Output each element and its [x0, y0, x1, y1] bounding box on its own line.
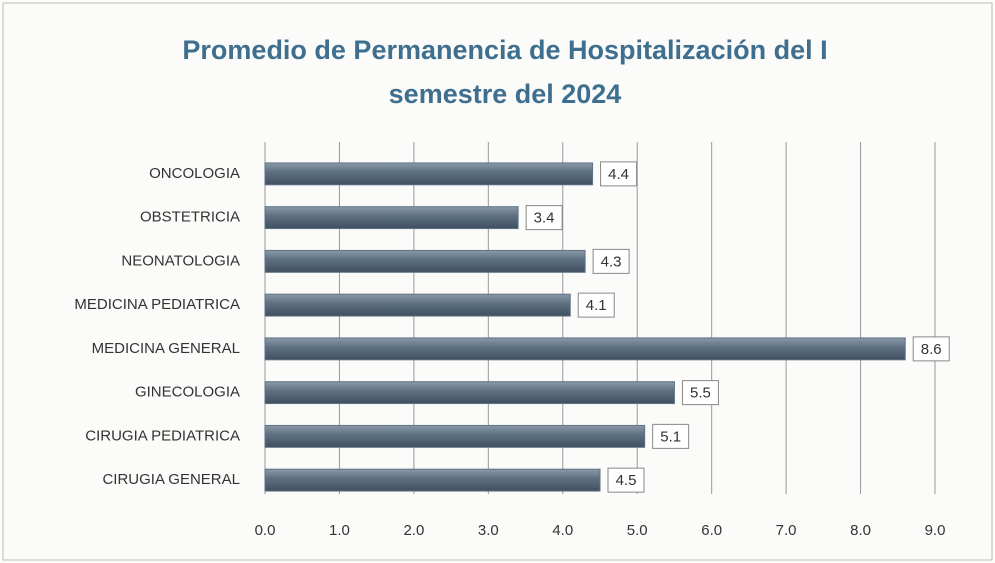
x-tick-label: 3.0: [478, 522, 499, 539]
x-tick-label: 9.0: [925, 522, 946, 539]
data-label-box: [912, 336, 950, 362]
y-tick-label: CIRUGIA PEDIATRICA: [85, 427, 240, 444]
data-label: 4.3: [601, 253, 622, 270]
x-tick-label: 1.0: [329, 522, 350, 539]
y-tick-label: MEDICINA GENERAL: [92, 340, 240, 357]
y-tick-label: NEONATOLOGIA: [121, 252, 240, 269]
data-label-box: [652, 423, 690, 449]
y-tick-label: OBSTETRICIA: [140, 209, 240, 226]
x-tick-label: 5.0: [627, 522, 648, 539]
data-label-box: [681, 380, 719, 406]
data-label: 8.6: [921, 341, 942, 358]
bar: [264, 293, 571, 317]
data-label: 4.1: [586, 297, 607, 314]
x-tick-label: 2.0: [403, 522, 424, 539]
bar: [264, 337, 906, 361]
data-label: 5.1: [660, 428, 681, 445]
bar: [264, 162, 594, 186]
bar: [264, 206, 519, 230]
data-label: 5.5: [690, 385, 711, 402]
data-label-box: [600, 161, 638, 187]
y-tick-label: ONCOLOGIA: [149, 165, 240, 182]
y-tick-label: MEDICINA PEDIATRICA: [74, 296, 240, 313]
bar: [264, 468, 601, 492]
x-tick-label: 0.0: [255, 522, 276, 539]
chart-title: Promedio de Permanencia de Hospitalizaci…: [182, 35, 828, 109]
data-label: 4.4: [608, 166, 629, 183]
bar: [264, 381, 675, 405]
bar: [264, 424, 646, 448]
data-label-box: [577, 292, 615, 318]
x-tick-label: 6.0: [701, 522, 722, 539]
data-label-box: [525, 205, 563, 231]
data-label: 3.4: [534, 210, 555, 227]
x-tick-label: 7.0: [776, 522, 797, 539]
y-tick-label: GINECOLOGIA: [135, 384, 240, 401]
data-label-box: [607, 467, 645, 493]
data-label: 4.5: [616, 472, 637, 489]
bar: [264, 249, 586, 273]
y-tick-label: CIRUGIA GENERAL: [102, 471, 240, 488]
x-tick-label: 8.0: [850, 522, 871, 539]
x-tick-label: 4.0: [552, 522, 573, 539]
data-label-box: [592, 248, 630, 274]
